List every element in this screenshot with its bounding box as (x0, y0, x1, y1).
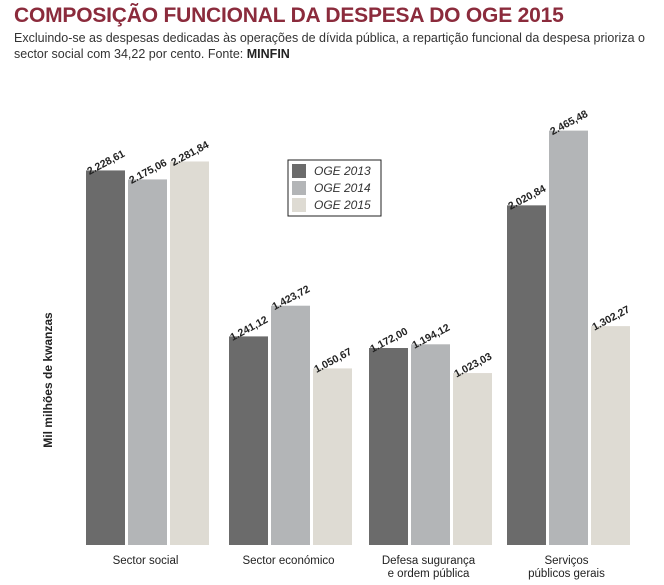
bar-4-series-1 (507, 205, 546, 545)
legend-swatch (292, 164, 306, 178)
bar-2-series-2 (271, 305, 310, 545)
category-label: Serviços (544, 555, 588, 567)
category-label: Sector económico (242, 555, 334, 567)
bar-1-series-3 (170, 161, 209, 546)
subtitle-text: Excluindo-se as despesas dedicadas às op… (14, 31, 645, 61)
bar-1-series-1 (86, 170, 125, 545)
bar-4-series-2 (549, 130, 588, 545)
legend-label: OGE 2015 (314, 198, 371, 212)
category-label: públicos gerais (528, 568, 605, 580)
bars-group (86, 130, 630, 546)
category-label: e ordem pública (388, 568, 470, 580)
chart-subtitle: Excluindo-se as despesas dedicadas às op… (14, 30, 654, 62)
bar-2-series-3 (313, 368, 352, 545)
chart-title: COMPOSIÇÃO FUNCIONAL DA DESPESA DO OGE 2… (14, 4, 564, 27)
category-labels-group: Sector social Sector económico Defesa sugu… (113, 555, 606, 580)
y-axis-label: Mil milhões de kwanzas (41, 312, 55, 448)
legend-label: OGE 2014 (314, 181, 371, 195)
bar-3-series-1 (369, 348, 408, 545)
bar-4-series-3 (591, 326, 630, 545)
bar-1-series-2 (128, 179, 167, 545)
source-name: MINFIN (246, 47, 290, 61)
legend-swatch (292, 181, 306, 195)
bar-2-series-1 (229, 336, 268, 545)
bar-3-series-3 (453, 373, 492, 545)
bar-3-series-2 (411, 344, 450, 545)
legend: OGE 2013 OGE 2014 OGE 2015 (287, 159, 382, 217)
legend-label: OGE 2013 (314, 164, 371, 178)
category-label: Sector social (113, 555, 179, 567)
category-label: Defesa sugurança (382, 555, 476, 567)
legend-swatch (292, 198, 306, 212)
